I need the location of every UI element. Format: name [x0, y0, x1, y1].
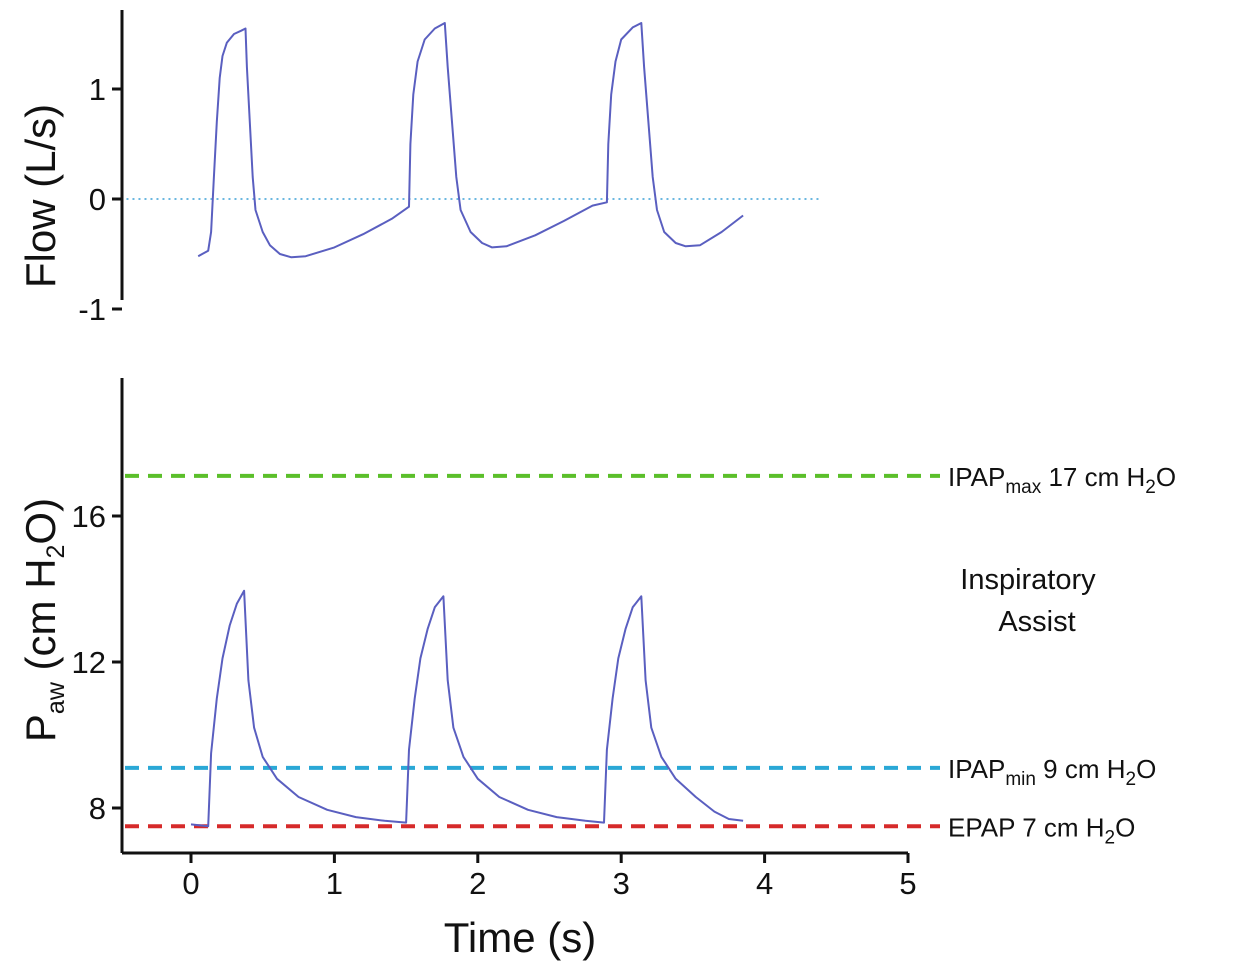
time-x-tick-label: 0 [182, 866, 199, 901]
time-x-tick-label: 5 [899, 866, 916, 901]
ref-label-sub2: 2 [1145, 477, 1156, 498]
ref-label-end: O [1156, 462, 1176, 492]
ref-label-sub: max [1005, 477, 1041, 498]
ylabel-base: P [17, 714, 64, 742]
pressure-reference-lines [125, 473, 940, 829]
ylabel-sub: aw [42, 681, 70, 714]
ref-label-main: EPAP [948, 812, 1015, 842]
annotation-line-1: Inspiratory [960, 564, 1096, 596]
flow-y-tick-label: 0 [89, 182, 106, 217]
pressure-y-tick-label: 16 [72, 499, 106, 534]
ref-label-rest: 7 cm H [1015, 812, 1105, 842]
epap-label: EPAP 7 cm H2O [948, 812, 1135, 848]
flow-y-tick-label: -1 [78, 292, 106, 327]
time-x-tick-label: 2 [469, 866, 486, 901]
ref-label-sub2: 2 [1105, 827, 1116, 848]
ref-label-rest: 9 cm H [1036, 754, 1126, 784]
ref-label-rest: 17 cm H [1041, 462, 1145, 492]
flow-waveform-line [197, 22, 744, 259]
ref-label-main: IPAP [948, 754, 1005, 784]
flow-y-tick-label: 1 [89, 72, 106, 107]
ref-label-sub: min [1005, 769, 1036, 790]
flow-panel: 1 0 -1 Flow (L/s) [17, 10, 822, 327]
time-x-axis-title: Time (s) [444, 914, 596, 961]
ylabel-sub2: 2 [42, 545, 70, 559]
pressure-y-tick-label: 8 [89, 791, 106, 826]
pressure-y-axis-title: Paw (cm H2O) [17, 498, 70, 742]
annotation-line-2: Assist [998, 606, 1075, 638]
ref-label-end: O [1115, 812, 1135, 842]
time-x-tick-label: 3 [613, 866, 630, 901]
ipap-min-label: IPAPmin 9 cm H2O [948, 754, 1156, 790]
pressure-y-ticks: 16 12 8 [72, 499, 122, 826]
ref-label-end: O [1136, 754, 1156, 784]
flow-y-axis-title: Flow (L/s) [17, 104, 64, 288]
ylabel-rest-a: (cm H [17, 558, 64, 682]
inspiratory-assist-annotation: Inspiratory Assist [960, 564, 1103, 638]
pressure-y-tick-label: 12 [72, 645, 106, 680]
flow-y-ticks: 1 0 -1 [78, 72, 122, 327]
pressure-waveform-line [190, 589, 744, 828]
time-x-tick-label: 4 [756, 866, 773, 901]
ref-label-sub2: 2 [1126, 769, 1137, 790]
ipap-max-label: IPAPmax 17 cm H2O [948, 462, 1176, 498]
time-x-tick-label: 1 [326, 866, 343, 901]
ref-label-main: IPAP [948, 462, 1005, 492]
ylabel-rest-b: O) [17, 498, 64, 545]
pressure-x-ticks: 0 1 2 3 4 5 [182, 853, 917, 901]
